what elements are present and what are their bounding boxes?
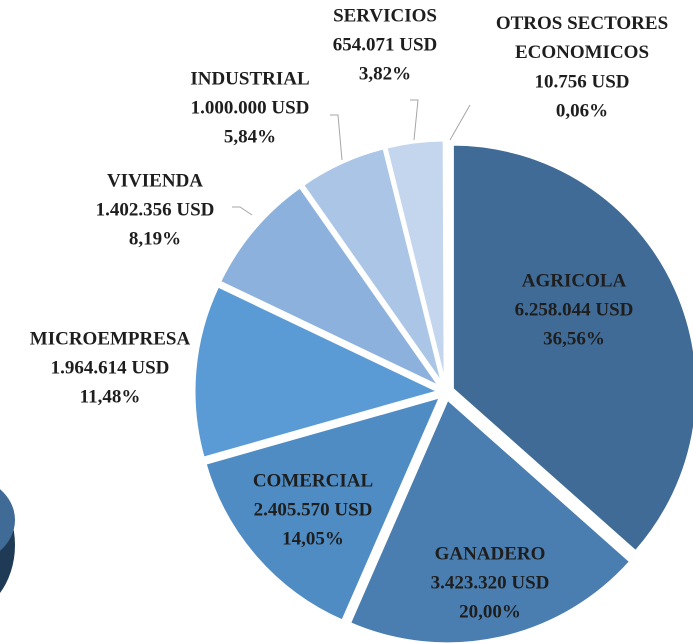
- data-label-category: OTROS SECTORES ECONOMICOS: [496, 13, 668, 63]
- pie-slice: [192, 283, 444, 461]
- data-label-percent: 14,05%: [282, 528, 344, 549]
- pie-slice: [300, 146, 445, 387]
- data-label-value: 10.756 USD: [534, 71, 629, 92]
- label-line: ECONOMICOS: [515, 42, 649, 63]
- leader-line: [449, 104, 471, 141]
- data-label-value: 1.402.356 USD: [96, 199, 215, 220]
- data-label-value: 1.964.614 USD: [51, 357, 170, 378]
- data-label-percent: 0,06%: [556, 100, 608, 121]
- data-label-percent: 11,48%: [80, 386, 141, 407]
- data-label-value: 654.071 USD: [333, 34, 438, 55]
- label-line: OTROS SECTORES: [496, 13, 668, 34]
- decor: [0, 489, 15, 551]
- data-label-percent: 36,56%: [543, 328, 605, 349]
- data-label-category: SERVICIOS: [333, 5, 437, 26]
- data-label-value: 2.405.570 USD: [254, 499, 373, 520]
- data-label-percent: 20,00%: [459, 601, 521, 622]
- pie-slice: [217, 184, 446, 392]
- leader-line: [330, 114, 343, 161]
- pie-slice: [347, 396, 633, 643]
- data-label-value: 6.258.044 USD: [515, 299, 634, 320]
- pie-slice: [443, 138, 448, 386]
- data-label-category: COMERCIAL: [253, 470, 373, 491]
- data-label-percent: 8,19%: [129, 228, 181, 249]
- data-label-category: VIVIENDA: [107, 170, 203, 191]
- data-label-category: AGRICOLA: [522, 270, 627, 291]
- data-label-percent: 5,84%: [224, 126, 276, 147]
- pie-slice: [203, 394, 444, 624]
- data-label-value: 1.000.000 USD: [191, 97, 310, 118]
- data-label-category: INDUSTRIAL: [190, 68, 309, 89]
- data-label-category: MICROEMPRESA: [30, 328, 191, 349]
- data-label-percent: 3,82%: [359, 63, 411, 84]
- data-label-value: 3.423.320 USD: [431, 572, 550, 593]
- leader-line: [410, 99, 419, 141]
- leader-line: [232, 206, 253, 216]
- data-label-category: GANADERO: [435, 543, 546, 564]
- pie-slice: [450, 142, 693, 554]
